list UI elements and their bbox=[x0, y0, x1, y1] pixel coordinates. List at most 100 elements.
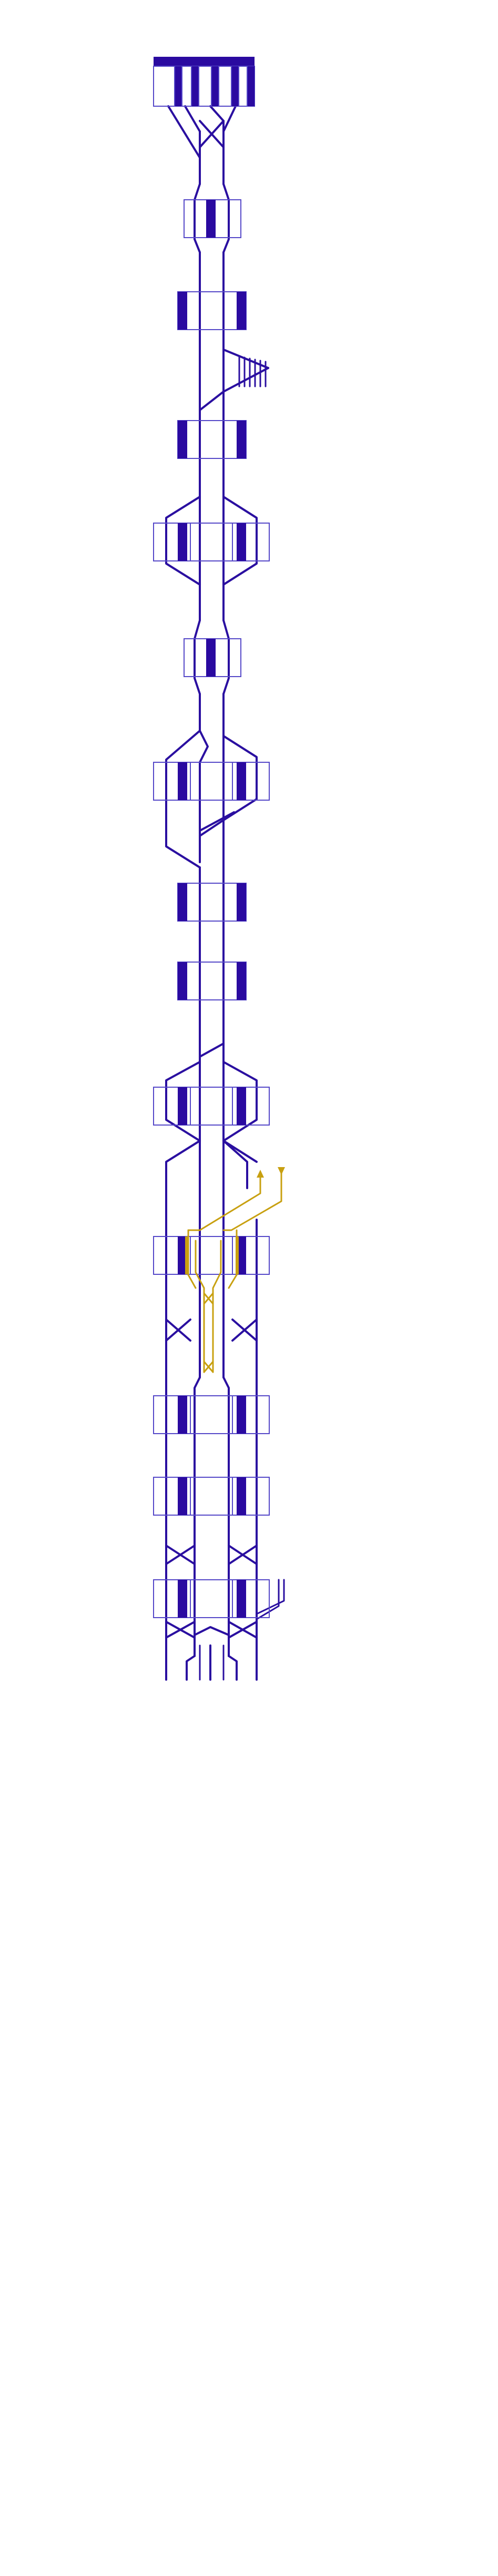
st5-box-centre bbox=[190, 523, 233, 561]
st11-platform-right bbox=[237, 1236, 246, 1274]
st13-box-right bbox=[232, 1477, 270, 1516]
scissor-11-left-b bbox=[165, 1318, 191, 1342]
hl-join-left bbox=[187, 1274, 197, 1289]
station-platforms bbox=[153, 57, 270, 1618]
st9-platform-left bbox=[178, 962, 187, 1000]
terminus-bay-5 bbox=[238, 66, 248, 107]
st4-station-box bbox=[177, 420, 247, 459]
hl-cross-2b bbox=[203, 1361, 214, 1373]
st2-right-track bbox=[222, 183, 230, 253]
st5-left-loop bbox=[165, 496, 201, 586]
hl-route-down-upper bbox=[222, 1169, 282, 1231]
st7-right-loop bbox=[222, 735, 258, 821]
st7-kink bbox=[199, 730, 209, 763]
st10-box-right bbox=[232, 1087, 270, 1126]
highlighted-route bbox=[187, 1167, 285, 1373]
st7-platform-left bbox=[178, 762, 187, 800]
scissor-14-right-b bbox=[228, 1621, 258, 1639]
terminus-throat-left-inner bbox=[184, 105, 201, 132]
terminus-bay-3 bbox=[198, 66, 212, 107]
st4-platform-left bbox=[178, 421, 187, 458]
track-l-seg-10 bbox=[165, 1140, 201, 1236]
hl-route-up-upper bbox=[187, 1171, 261, 1231]
st9-station-box bbox=[177, 962, 247, 1000]
st14-siding-2 bbox=[256, 1579, 280, 1620]
st3-platform-left bbox=[178, 292, 187, 330]
terminus-bay-4 bbox=[218, 66, 232, 107]
st12-platform-left bbox=[178, 1396, 187, 1434]
st5-right-loop bbox=[222, 496, 258, 586]
track-lines bbox=[165, 105, 285, 1681]
st7-box-centre bbox=[190, 762, 233, 801]
st11-platform-left-hl bbox=[185, 1236, 188, 1274]
st6-island-platform bbox=[206, 639, 216, 677]
st7-left-loop-lower bbox=[165, 803, 201, 868]
hl-cross-1b bbox=[203, 1292, 214, 1305]
hl-loop-right bbox=[212, 1271, 222, 1373]
terminus-platform-3 bbox=[211, 66, 219, 106]
st8-platform-left bbox=[178, 883, 187, 921]
track-b-bend-11 bbox=[222, 1376, 230, 1399]
crossover-1b bbox=[199, 120, 225, 148]
terminus-throat-left-outer bbox=[167, 105, 201, 159]
scissor-13-right-b bbox=[228, 1545, 258, 1565]
st14-box-right bbox=[232, 1579, 270, 1618]
st2-island-platform bbox=[206, 200, 216, 238]
st4-platform-right bbox=[237, 421, 246, 458]
st13-platform-left bbox=[178, 1477, 187, 1515]
track-r-start-10 bbox=[222, 1140, 258, 1163]
st11-box-right bbox=[232, 1236, 270, 1275]
st12-platform-right bbox=[237, 1396, 246, 1434]
terminus-platform-4 bbox=[231, 66, 239, 106]
siding-fan-root bbox=[222, 349, 269, 369]
st10-platform-left bbox=[178, 1087, 187, 1125]
terminus-throat-right-inner bbox=[209, 105, 225, 122]
st7-crossover bbox=[199, 819, 225, 837]
st10-right-loop bbox=[222, 1061, 258, 1142]
st6-left-track bbox=[194, 619, 201, 695]
st7-platform-right bbox=[237, 762, 246, 800]
st8-platform-right bbox=[237, 883, 246, 921]
st2-left-track bbox=[194, 183, 201, 253]
st14-siding-1 bbox=[256, 1579, 285, 1615]
st5-box-right bbox=[232, 523, 270, 561]
st11-box-centre bbox=[190, 1236, 233, 1275]
terminus-throat-right-outer bbox=[222, 105, 237, 132]
scissor-14-left-b bbox=[165, 1621, 196, 1639]
st10-platform-right bbox=[237, 1087, 246, 1125]
scissor-13-left-b bbox=[165, 1545, 196, 1565]
st14-platform-left bbox=[178, 1580, 187, 1618]
st10-box-centre bbox=[190, 1087, 233, 1126]
st6-right-track bbox=[222, 619, 230, 695]
up-arrow-icon bbox=[257, 1170, 264, 1178]
st8-station-box bbox=[177, 883, 247, 922]
st10-left-loop bbox=[165, 1061, 201, 1142]
st11-platform-left bbox=[178, 1236, 187, 1274]
terminus-station-box bbox=[153, 66, 255, 107]
st14-box-centre bbox=[190, 1579, 233, 1618]
hl-join-right bbox=[228, 1274, 238, 1289]
terminus-platform-5 bbox=[247, 66, 255, 106]
st7-spur bbox=[199, 811, 235, 832]
terminus-platform-1 bbox=[175, 66, 182, 106]
st13-box-centre bbox=[190, 1477, 233, 1516]
st14-end-a bbox=[186, 1655, 196, 1681]
siding-fan-return bbox=[222, 367, 269, 393]
down-arrow-icon bbox=[278, 1167, 285, 1175]
st7-box-right bbox=[232, 762, 270, 801]
hl-loop-left bbox=[195, 1271, 205, 1373]
st12-box-centre bbox=[190, 1395, 233, 1434]
terminus-platform-2 bbox=[191, 66, 199, 106]
terminus-bay-2 bbox=[181, 66, 192, 107]
st5-platform-right bbox=[237, 523, 246, 561]
st3-station-box bbox=[177, 291, 247, 330]
st10-spur bbox=[222, 1140, 248, 1189]
crossover-3 bbox=[199, 391, 225, 411]
st3-platform-right bbox=[237, 292, 246, 330]
st7-left-loop-upper bbox=[165, 730, 201, 805]
terminus-bay-1 bbox=[153, 66, 175, 107]
st14-centre-link bbox=[194, 1626, 230, 1636]
track-a-bend-11 bbox=[194, 1376, 201, 1399]
st9-platform-right bbox=[237, 962, 246, 1000]
